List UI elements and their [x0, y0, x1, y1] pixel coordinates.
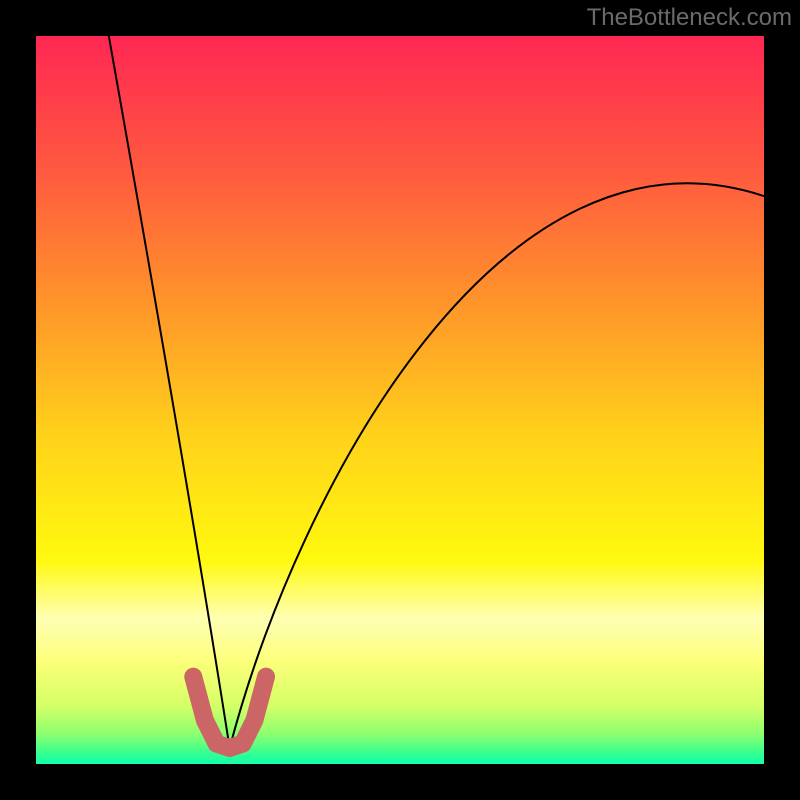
bottleneck-curve — [109, 36, 764, 748]
dip-highlight — [193, 677, 266, 748]
chart-container: TheBottleneck.com — [0, 0, 800, 800]
plot-area — [36, 36, 764, 764]
curve-overlay — [36, 36, 764, 764]
watermark-text: TheBottleneck.com — [587, 4, 792, 32]
